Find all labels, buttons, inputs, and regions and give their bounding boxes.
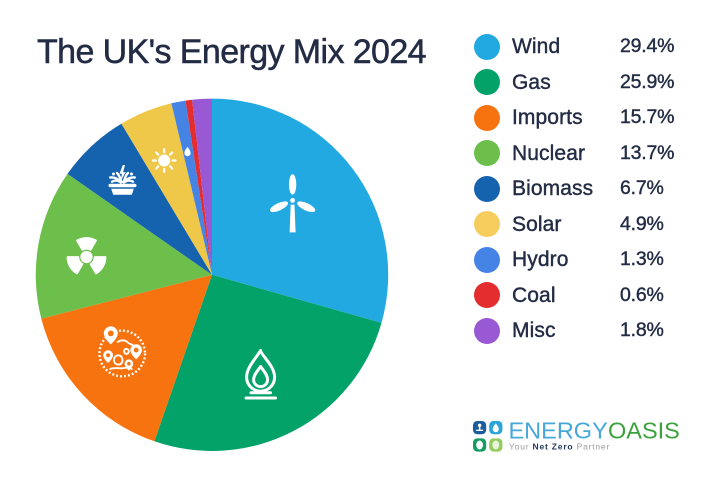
svg-text:OASIS: OASIS <box>608 418 680 444</box>
svg-text:ENERGY: ENERGY <box>509 418 609 444</box>
svg-text:Your Net Zero Partner: Your Net Zero Partner <box>509 442 610 452</box>
